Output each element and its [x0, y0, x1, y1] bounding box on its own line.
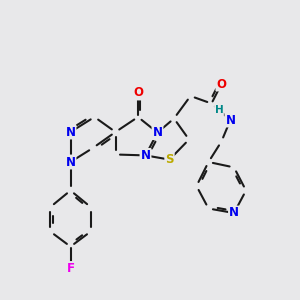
Text: N: N — [225, 113, 236, 127]
Text: N: N — [140, 149, 151, 162]
Text: S: S — [165, 153, 174, 166]
Text: N: N — [229, 206, 239, 220]
Text: N: N — [65, 125, 76, 139]
Text: N: N — [152, 126, 163, 139]
Text: N: N — [65, 155, 76, 169]
Text: H: H — [214, 105, 224, 116]
Text: F: F — [67, 262, 74, 275]
Text: O: O — [133, 86, 143, 100]
Text: O: O — [216, 77, 226, 91]
